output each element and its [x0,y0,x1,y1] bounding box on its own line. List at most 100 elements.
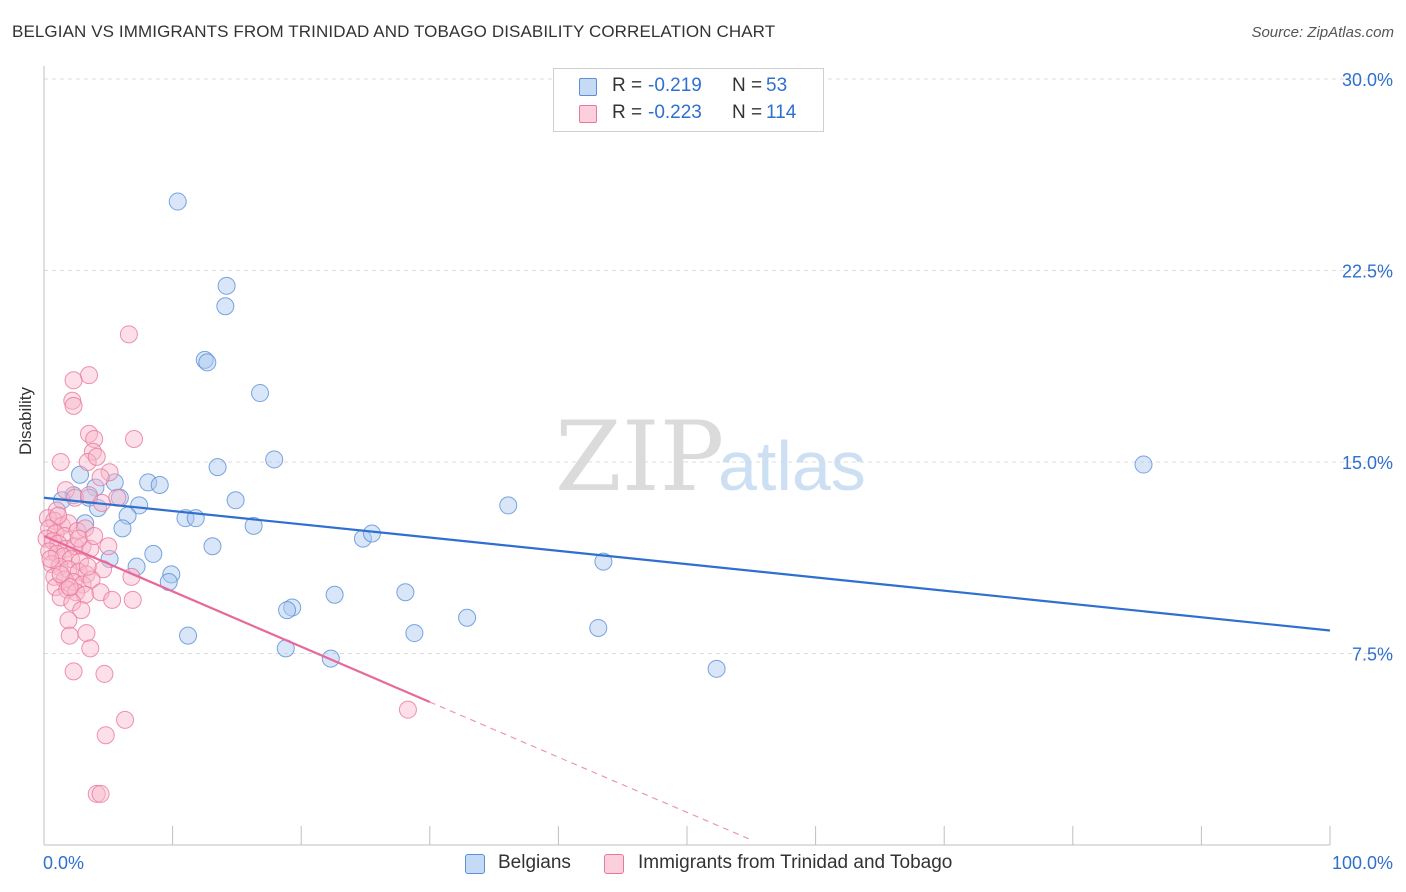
trinidad-trend-extension [429,701,752,841]
x-tick-label-max: 100.0% [1331,853,1393,873]
n-value: 53 [766,75,788,96]
belgians-trend-line [43,496,1331,632]
belgians-point [139,473,158,492]
r-value: -0.223 [648,102,702,123]
trinidad-point [64,371,83,390]
belgians-swatch [579,78,597,96]
belgians-point [362,524,381,543]
y-tick-label: 22.5% [1342,262,1393,282]
n-label: N = [732,102,763,123]
trinidad-point [60,578,79,597]
belgians-point [283,598,302,617]
trinidad-point [87,447,106,466]
trinidad-point [96,726,115,745]
belgians-legend-swatch [465,854,485,874]
belgians-point [458,608,477,627]
trinidad-point [63,593,82,612]
chart-source: Source: ZipAtlas.com [1251,24,1394,41]
belgians-point [589,618,608,637]
y-tick-label: 30.0% [1342,70,1393,90]
stats-legend-row-belgians: R = -0.219 N = 53 [554,75,823,99]
stats-legend-row-trinidad: R = -0.223 N = 114 [554,102,823,126]
trinidad-point [64,662,83,681]
trinidad-point [72,601,91,620]
trinidad-point [41,550,60,569]
watermark-atlas: atlas [718,427,866,505]
trinidad-point [51,565,70,584]
trinidad-point [116,710,135,729]
trinidad-point [64,396,83,415]
trinidad-point [91,468,110,487]
trinidad-point [60,626,79,645]
belgians-point [86,478,105,497]
y-tick-label: 15.0% [1342,453,1393,473]
trinidad-point [76,519,95,538]
legend-label-belgians: Belgians [498,852,571,873]
belgians-point [707,659,726,678]
trinidad-point [100,463,119,482]
belgians-point [1134,455,1153,474]
y-tick-label: 7.5% [1352,645,1393,665]
n-label: N = [732,75,763,96]
trinidad-point [51,453,70,471]
trinidad-point [95,664,114,683]
belgians-point [217,276,236,295]
trinidad-point [59,611,78,630]
belgians-point [150,475,169,494]
belgians-point [168,192,187,211]
belgians-point [144,544,163,563]
trinidad-point [80,366,99,385]
legend-label-trinidad: Immigrants from Trinidad and Tobago [638,852,953,873]
belgians-point [265,450,284,469]
trinidad-point [398,700,417,719]
trinidad-legend-swatch [604,854,624,874]
trinidad-point [123,590,142,609]
trinidad-point [103,590,122,609]
trinidad-point [51,588,70,607]
r-label: R = [612,102,643,123]
trinidad-point [85,430,104,449]
trinidad-point [125,430,144,449]
stats-legend: R = -0.219 N = 53 R = -0.223 N = 114 [553,68,824,132]
chart-title: BELGIAN VS IMMIGRANTS FROM TRINIDAD AND … [12,22,776,41]
belgians-point [203,537,222,556]
trinidad-swatch [579,105,597,123]
belgians-point [405,624,424,643]
belgians-point [278,601,297,620]
n-value: 114 [766,102,797,123]
belgians-point [198,353,217,372]
trinidad-point [56,481,75,500]
belgians-point [195,350,214,369]
belgians-point [208,458,227,477]
belgians-point [594,552,613,571]
y-axis-label: Disability [16,386,35,455]
r-label: R = [612,75,643,96]
trinidad-point [81,639,100,658]
trinidad-point [49,506,68,525]
trinidad-trend-line [43,535,431,704]
trinidad-point [78,557,97,576]
x-tick-label-min: 0.0% [43,853,85,873]
belgians-point [396,583,415,602]
belgians-point [251,384,270,403]
trinidad-point [80,424,99,443]
belgians-point [244,516,263,535]
trinidad-point [78,453,97,471]
belgians-point [176,509,195,528]
r-value: -0.219 [648,75,702,96]
trinidad-point [69,529,88,548]
trinidad-point [91,784,110,803]
belgians-point [325,585,344,604]
belgians-point [216,297,235,316]
trinidad-point [77,624,96,643]
belgians-point [130,496,149,515]
belgians-point [226,491,245,510]
belgians-point [499,496,518,515]
belgians-point [113,519,132,538]
belgians-point [179,626,198,645]
trinidad-point [85,527,104,546]
watermark-zip: ZIP [555,401,724,513]
trinidad-point [87,784,106,803]
trinidad-point [99,537,118,556]
